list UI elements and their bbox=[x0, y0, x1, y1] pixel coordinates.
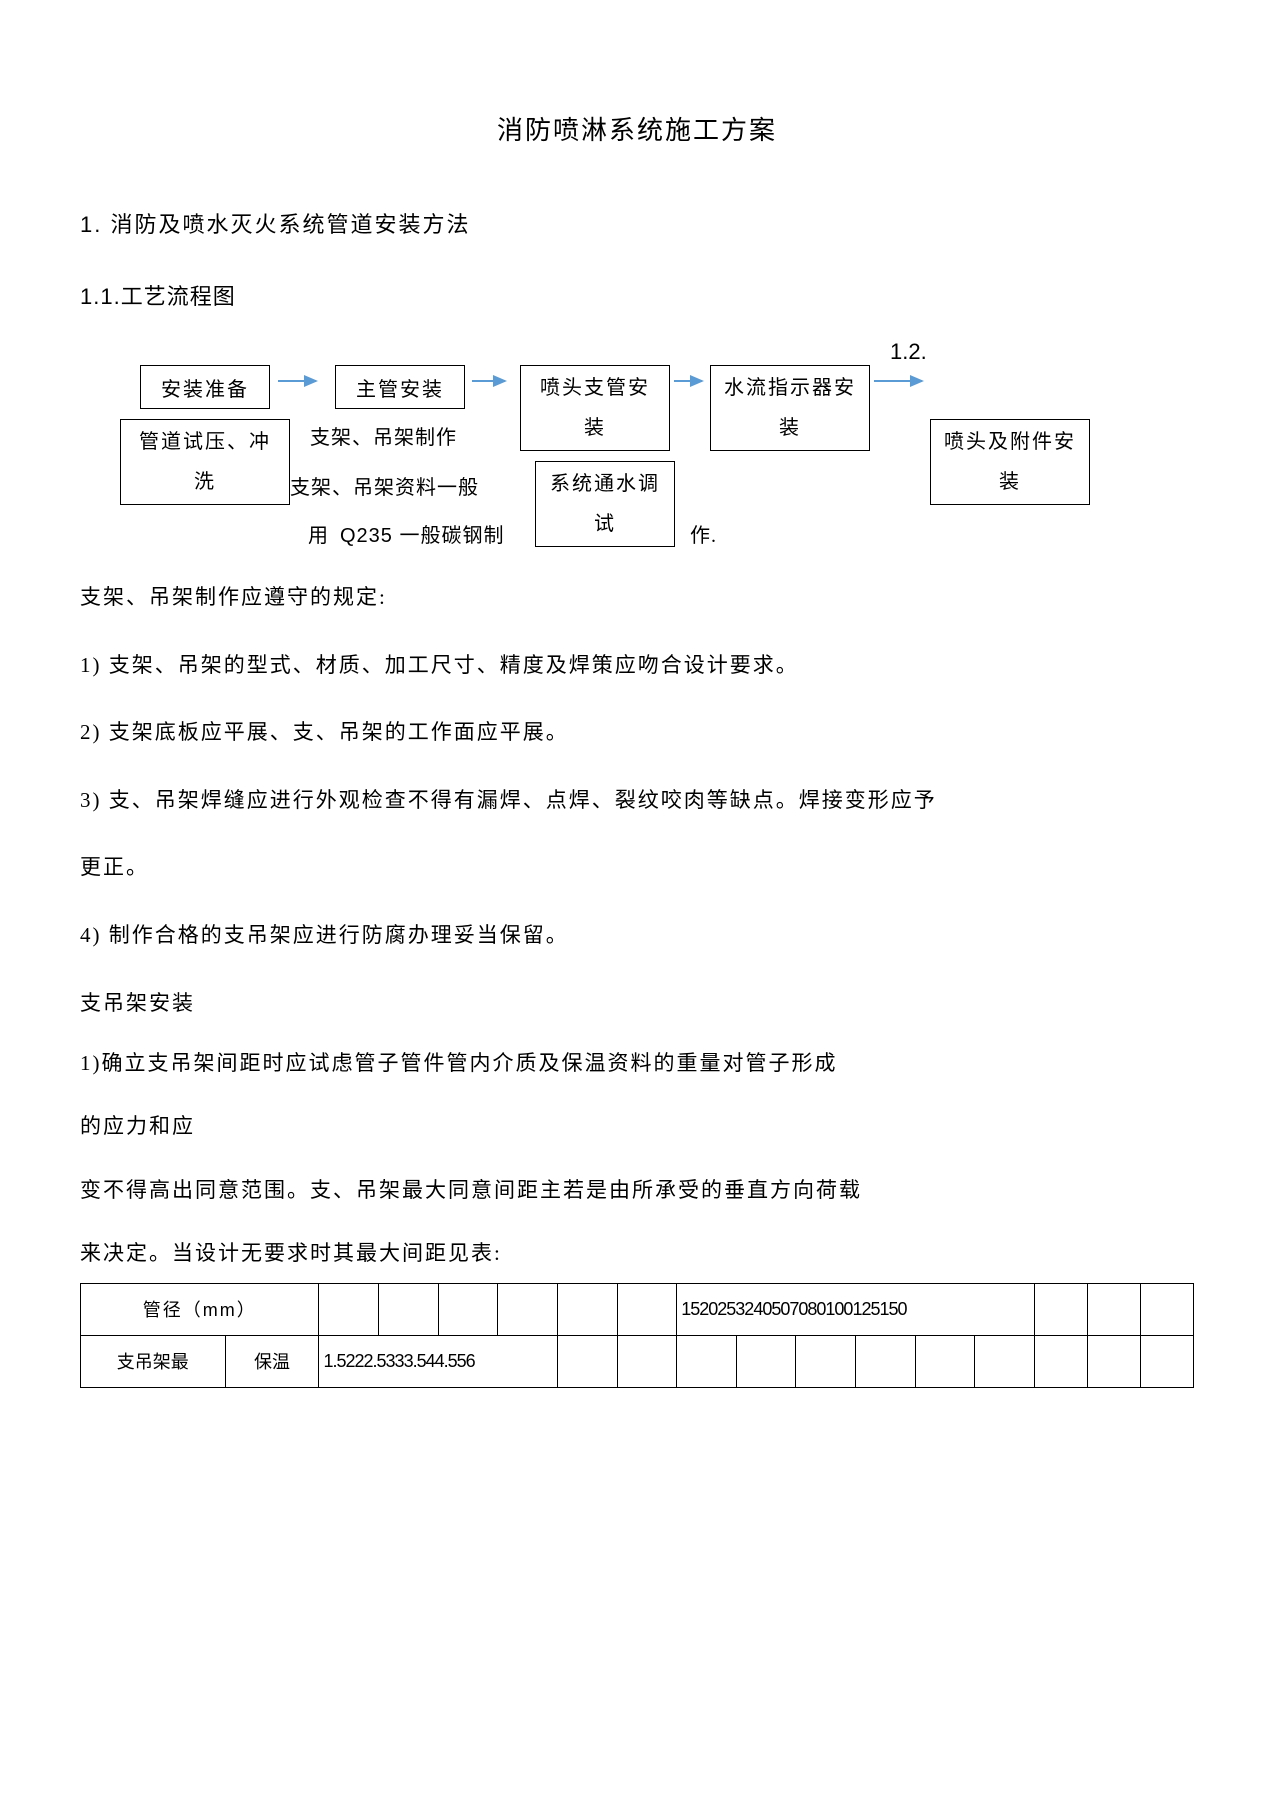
arrow-icon bbox=[470, 371, 515, 391]
flow-box-sprinkler: 喷头及附件安 装 bbox=[930, 419, 1090, 505]
flow-text-bracket-make: 支架、吊架制作 bbox=[310, 421, 457, 450]
paragraph-install-1d: 来决定。当设计无要求时其最大间距见表: bbox=[80, 1237, 1194, 1271]
table-cell bbox=[557, 1335, 617, 1387]
flow-box-sprinkler-line1: 喷头及附件安 bbox=[944, 422, 1076, 462]
flow-text-material-2b: Q235 一般碳钢制 bbox=[340, 519, 504, 548]
table-cell bbox=[796, 1335, 856, 1387]
table-cell bbox=[319, 1283, 379, 1335]
table-cell bbox=[1140, 1335, 1193, 1387]
table-row: 管径（mm） 1520253240507080100125150 bbox=[81, 1283, 1194, 1335]
table-cell bbox=[1034, 1283, 1087, 1335]
paragraph-rule-2: 2) 支架底板应平展、支、吊架的工作面应平展。 bbox=[80, 716, 1194, 750]
arrow-icon bbox=[872, 371, 932, 391]
table-cell bbox=[498, 1283, 558, 1335]
section-install-label: 支吊架安装 bbox=[80, 987, 1194, 1017]
table-cell bbox=[1034, 1335, 1087, 1387]
table-cell bbox=[677, 1335, 737, 1387]
flow-box-pressure-test: 管道试压、冲 洗 bbox=[120, 419, 290, 505]
table-cell bbox=[915, 1335, 975, 1387]
table-cell bbox=[617, 1283, 677, 1335]
paragraph-rule-3b: 更正。 bbox=[80, 851, 1194, 885]
table-cell-left1: 支吊架最 bbox=[81, 1335, 226, 1387]
paragraph-install-1c: 变不得高出同意范围。支、吊架最大同意间距主若是由所承受的垂直方向荷载 bbox=[80, 1174, 1194, 1208]
section-number-1-2: 1.2. bbox=[890, 339, 927, 365]
arrow-icon bbox=[672, 371, 712, 391]
table-cell bbox=[856, 1335, 916, 1387]
table-cell bbox=[617, 1335, 677, 1387]
paragraph-rule-1: 1) 支架、吊架的型式、材质、加工尺寸、精度及焊策应吻合设计要求。 bbox=[80, 649, 1194, 683]
table-cell bbox=[557, 1283, 617, 1335]
flow-box-water-test: 系统通水调 试 bbox=[535, 461, 675, 547]
heading-1-1: 1.1.工艺流程图 bbox=[80, 279, 1194, 311]
flow-box-main-pipe: 主管安装 bbox=[335, 365, 465, 409]
table-cell bbox=[1087, 1335, 1140, 1387]
heading-1: 1. 消防及喷水灭火系统管道安装方法 bbox=[80, 207, 1194, 239]
flow-box-branch: 喷头支管安 装 bbox=[520, 365, 670, 451]
flow-box-water-test-line1: 系统通水调 bbox=[550, 464, 660, 504]
flow-text-material-2a: 用 bbox=[308, 519, 329, 548]
table-row: 支吊架最 保温 1.5222.5333.544.556 bbox=[81, 1335, 1194, 1387]
paragraph-rule-3a: 3) 支、吊架焊缝应进行外观检查不得有漏焊、点焊、裂纹咬肉等缺点。焊接变形应予 bbox=[80, 784, 1194, 818]
table-cell bbox=[379, 1283, 439, 1335]
table-cell-diameter-label: 管径（mm） bbox=[81, 1283, 319, 1335]
flow-box-indicator: 水流指示器安 装 bbox=[710, 365, 870, 451]
table-cell bbox=[1140, 1283, 1193, 1335]
flow-box-branch-line1: 喷头支管安 bbox=[540, 368, 650, 408]
table-cell-left2: 保温 bbox=[225, 1335, 319, 1387]
arrow-icon bbox=[276, 371, 326, 391]
flow-box-sprinkler-line2: 装 bbox=[999, 462, 1021, 502]
table-cell bbox=[975, 1335, 1035, 1387]
flow-text-material-2c: 作. bbox=[690, 519, 717, 548]
paragraph-install-1a: 1)确立支吊架间距时应试虑管子管件管内介质及保温资料的重量对管子形成 bbox=[80, 1047, 1194, 1081]
flow-box-pressure-test-line1: 管道试压、冲 bbox=[139, 422, 271, 462]
paragraph-rules-intro: 支架、吊架制作应遵守的规定: bbox=[80, 581, 1194, 615]
flowchart-container: 安装准备 主管安装 喷头支管安 装 水流指示器安 装 管道试压、冲 洗 喷头及附… bbox=[80, 351, 1194, 551]
paragraph-install-1b: 的应力和应 bbox=[80, 1110, 1194, 1144]
table-cell bbox=[438, 1283, 498, 1335]
table-cell-values: 1.5222.5333.544.556 bbox=[319, 1335, 558, 1387]
flow-box-prepare: 安装准备 bbox=[140, 365, 270, 409]
table-cell-sizes: 1520253240507080100125150 bbox=[677, 1283, 1035, 1335]
flow-text-material-1: 支架、吊架资料一般 bbox=[290, 471, 479, 500]
table-cell bbox=[1087, 1283, 1140, 1335]
table-cell bbox=[736, 1335, 796, 1387]
flow-box-water-test-line2: 试 bbox=[594, 504, 616, 544]
flow-box-pressure-test-line2: 洗 bbox=[194, 462, 216, 502]
flow-box-branch-line2: 装 bbox=[584, 408, 606, 448]
spacing-table: 管径（mm） 1520253240507080100125150 支吊架最 保温… bbox=[80, 1283, 1194, 1388]
document-title: 消防喷淋系统施工方案 bbox=[80, 110, 1194, 147]
paragraph-rule-4: 4) 制作合格的支吊架应进行防腐办理妥当保留。 bbox=[80, 919, 1194, 953]
flow-box-indicator-line1: 水流指示器安 bbox=[724, 368, 856, 408]
flow-box-indicator-line2: 装 bbox=[779, 408, 801, 448]
